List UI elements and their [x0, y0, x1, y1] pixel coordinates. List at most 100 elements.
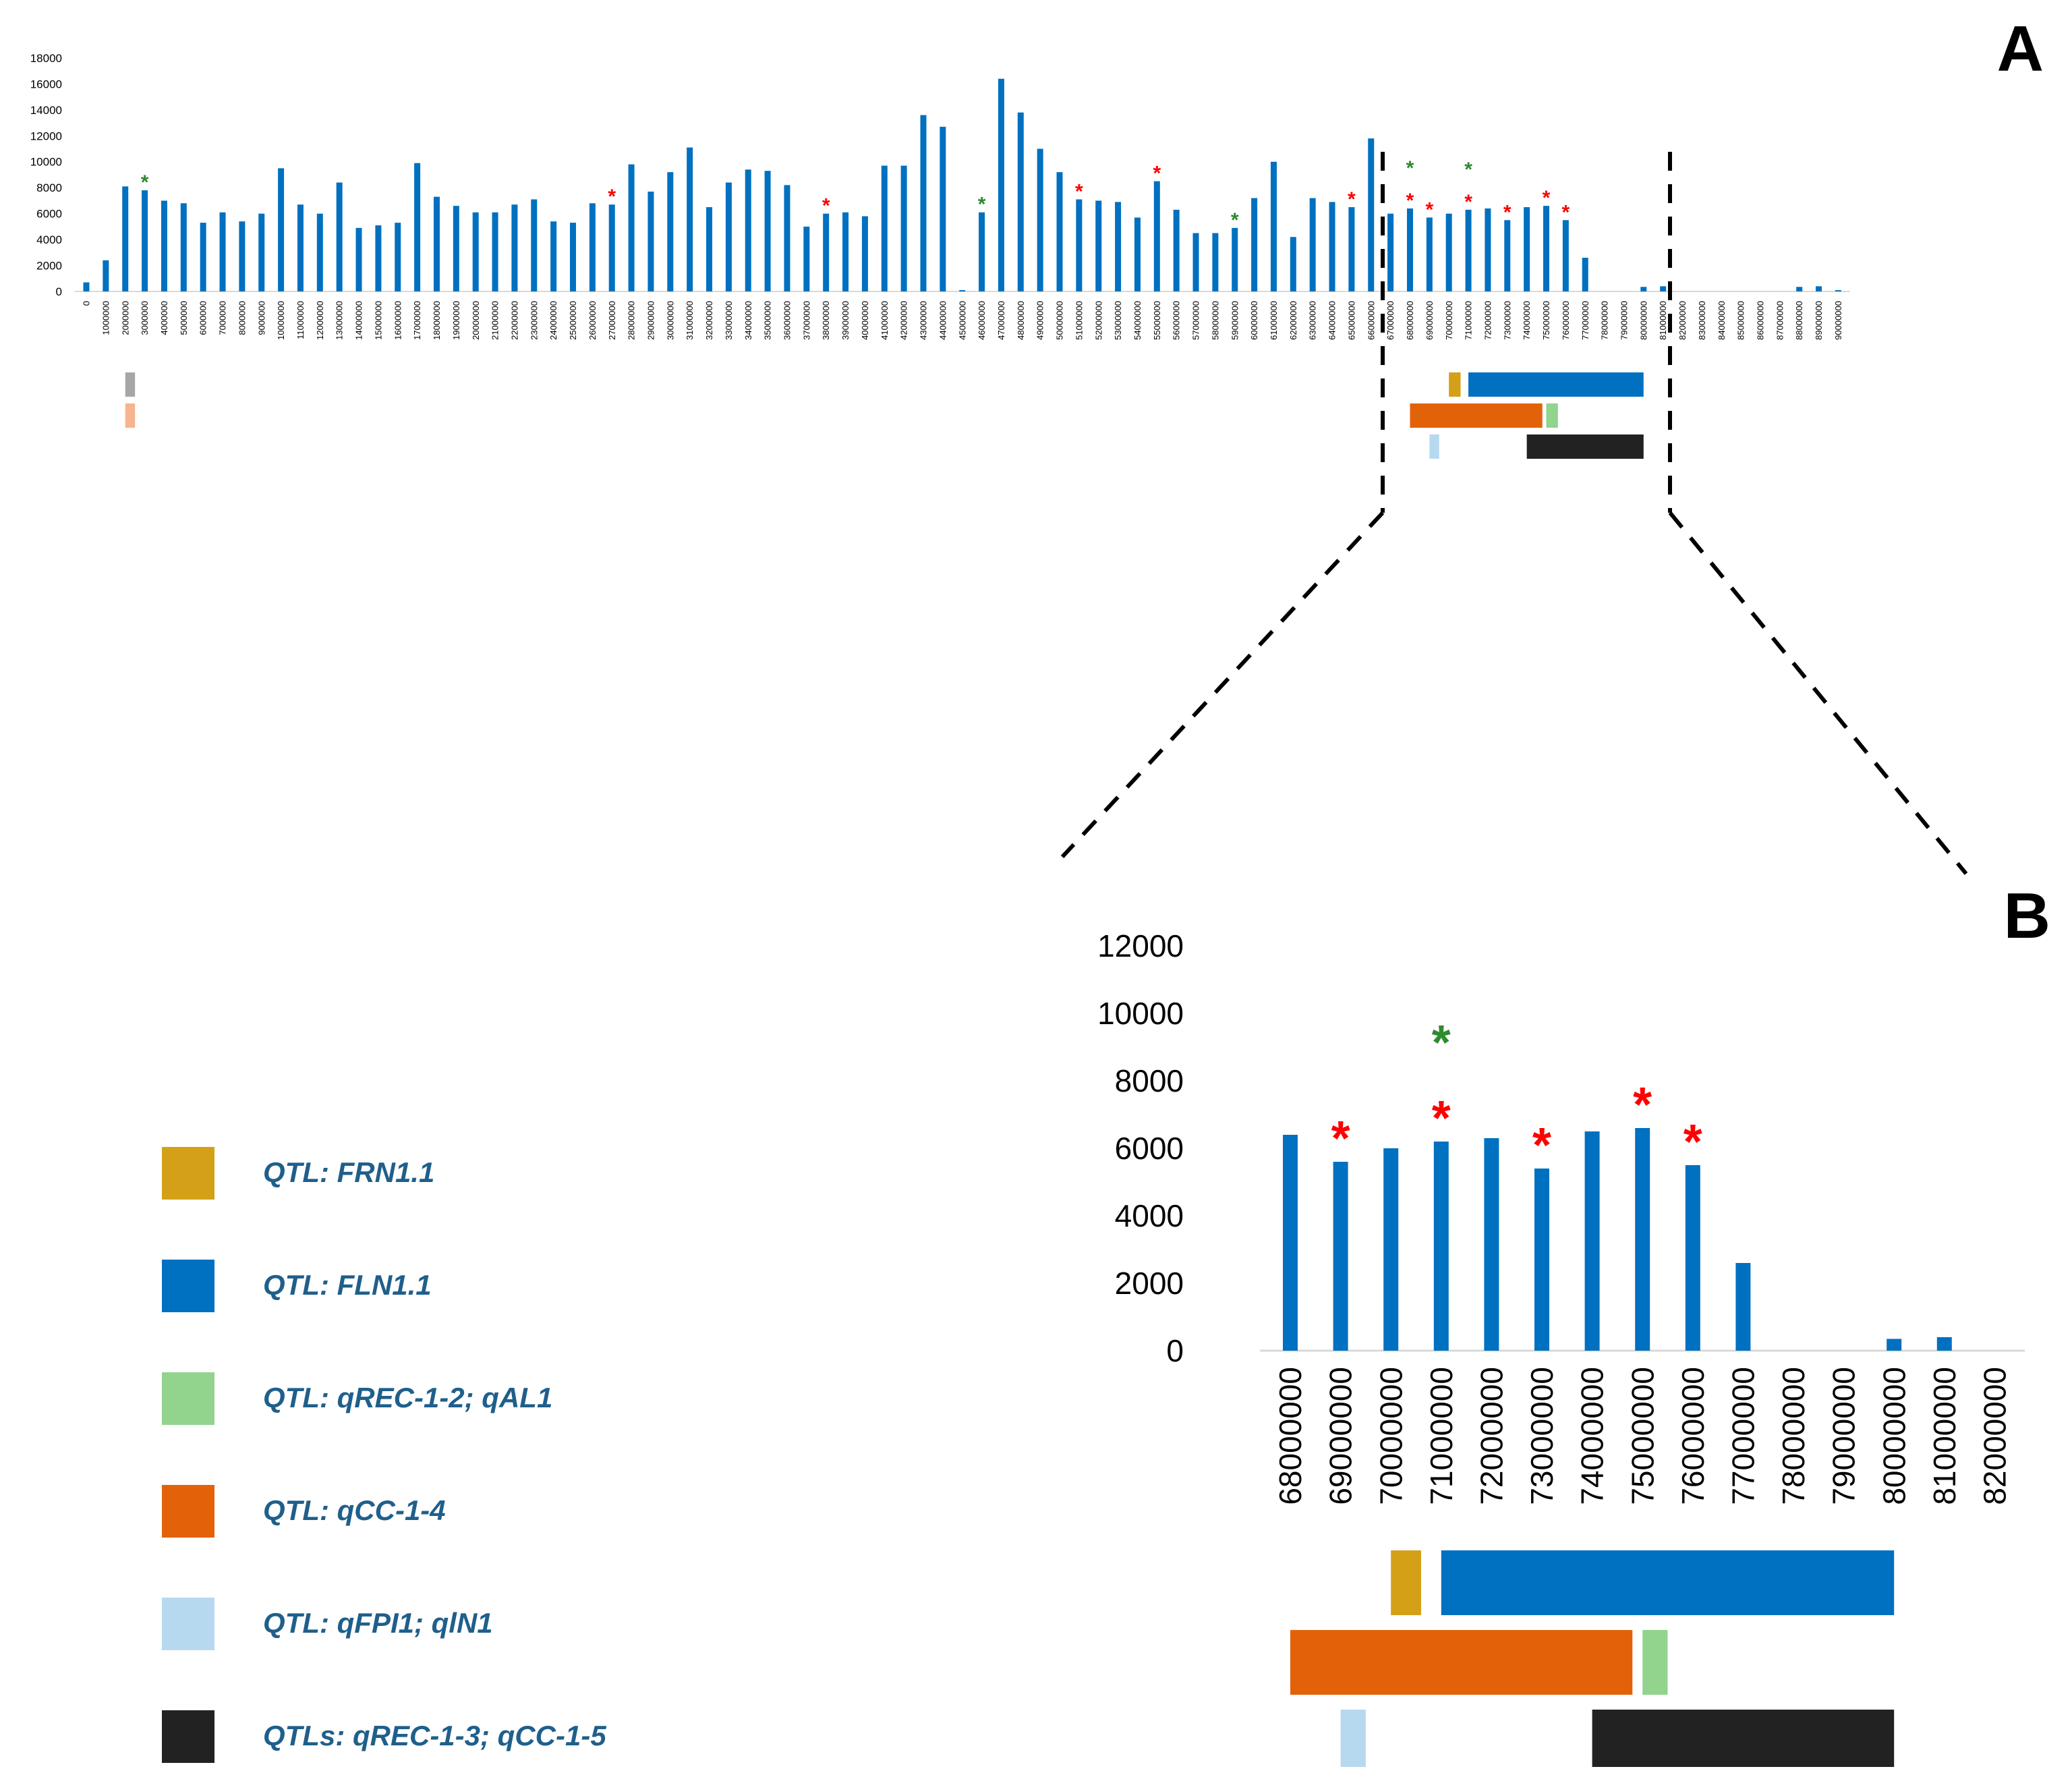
y-tick-label: 18000: [30, 52, 62, 65]
x-tick-label: 78000000: [1776, 1367, 1811, 1505]
x-tick-label: 71000000: [1424, 1367, 1459, 1505]
bar: [648, 191, 654, 291]
x-tick-label: 78000000: [1600, 301, 1610, 340]
x-tick-label: 72000000: [1483, 301, 1493, 340]
x-tick-label: 0: [82, 301, 92, 306]
bar: [1433, 1142, 1449, 1351]
significance-star-red: *: [822, 195, 830, 217]
bar: [258, 213, 265, 291]
y-tick-label: 4000: [1115, 1198, 1184, 1233]
bar: [1484, 1138, 1499, 1351]
x-tick-label: 88000000: [1794, 301, 1804, 340]
bar: [1153, 181, 1160, 291]
x-tick-label: 68000000: [1273, 1367, 1308, 1505]
x-tick-label: 6000000: [198, 301, 208, 335]
x-tick-label: 50000000: [1055, 301, 1065, 340]
legend-swatch: [162, 1372, 214, 1425]
bar: [1309, 198, 1316, 291]
x-tick-label: 55000000: [1152, 301, 1162, 340]
x-tick-label: 44000000: [938, 301, 948, 340]
bar: [1640, 287, 1647, 291]
x-tick-label: 74000000: [1575, 1367, 1610, 1505]
bar: [375, 225, 382, 291]
x-tick-label: 69000000: [1323, 1367, 1358, 1505]
bar: [200, 223, 206, 291]
bar: [1816, 286, 1822, 291]
x-tick-label: 43000000: [919, 301, 929, 340]
bar: [83, 282, 90, 291]
y-tick-label: 2000: [36, 260, 62, 273]
x-tick-label: 11000000: [295, 301, 306, 339]
x-tick-label: 73000000: [1524, 1367, 1559, 1505]
x-tick-label: 22000000: [509, 301, 519, 340]
x-tick-label: 67000000: [1385, 301, 1395, 340]
bar: [745, 169, 751, 291]
y-tick-label: 6000: [36, 208, 62, 221]
x-tick-label: 30000000: [665, 301, 675, 340]
bar: [1543, 206, 1549, 291]
bar: [803, 226, 810, 291]
x-tick-label: 23000000: [529, 301, 539, 340]
bar: [861, 216, 868, 291]
qtl-bar: [1290, 1630, 1633, 1695]
x-tick-label: 49000000: [1035, 301, 1045, 340]
legend-label: QTL: FLN1.1: [263, 1269, 432, 1301]
bar: [103, 260, 109, 291]
bar: [706, 207, 713, 291]
significance-star-red: *: [1425, 198, 1433, 221]
bar: [531, 199, 538, 291]
x-tick-label: 1000000: [100, 301, 111, 335]
x-tick-label: 40000000: [860, 301, 870, 340]
bar: [395, 223, 401, 291]
y-tick-label: 14000: [30, 104, 62, 117]
x-tick-label: 29000000: [645, 301, 656, 340]
y-tick-label: 10000: [1097, 996, 1184, 1031]
x-tick-label: 25000000: [568, 301, 578, 340]
x-tick-label: 46000000: [977, 301, 987, 340]
qtl-bar: [1642, 1630, 1668, 1695]
x-tick-label: 8000000: [237, 301, 247, 335]
bar: [355, 227, 362, 291]
x-tick-label: 82000000: [1978, 1367, 2013, 1505]
bar: [940, 126, 946, 291]
x-tick-label: 3000000: [140, 301, 150, 335]
bar: [784, 185, 790, 291]
bar: [1936, 1337, 1952, 1351]
bar: [433, 196, 440, 291]
x-tick-label: 89000000: [1814, 301, 1824, 340]
significance-star-red: *: [1153, 163, 1161, 185]
significance-star-red: *: [1562, 201, 1570, 223]
x-tick-label: 82000000: [1677, 301, 1688, 340]
x-tick-label: 31000000: [685, 301, 695, 340]
bar: [1660, 286, 1667, 291]
x-tick-label: 66000000: [1366, 301, 1376, 340]
legend-label: QTL: qFPI1; qlN1: [263, 1607, 493, 1639]
bar: [142, 190, 148, 291]
x-tick-label: 26000000: [587, 301, 598, 340]
qtl-bar: [125, 403, 136, 428]
x-tick-label: 69000000: [1424, 301, 1435, 340]
bar: [297, 204, 304, 291]
x-tick-label: 53000000: [1113, 301, 1123, 340]
bar: [589, 203, 596, 291]
legend-label: QTL: qREC-1-2; qAL1: [263, 1382, 553, 1413]
bar: [1465, 209, 1472, 291]
bar: [1333, 1162, 1348, 1351]
x-tick-label: 77000000: [1726, 1367, 1761, 1505]
bar: [842, 212, 849, 291]
qtl-bar: [1449, 372, 1461, 397]
bar: [1290, 237, 1296, 291]
bar: [823, 213, 830, 291]
y-tick-label: 10000: [30, 156, 62, 169]
x-tick-label: 74000000: [1522, 301, 1532, 340]
x-tick-label: 57000000: [1191, 301, 1201, 340]
legend-label: QTL: qCC-1-4: [263, 1494, 446, 1526]
x-tick-label: 17000000: [412, 301, 422, 340]
significance-star-red: *: [1464, 191, 1472, 213]
x-tick-label: 71000000: [1464, 301, 1474, 340]
x-tick-label: 12000000: [315, 301, 325, 340]
y-tick-label: 6000: [1115, 1131, 1184, 1166]
bar: [1192, 233, 1199, 291]
x-tick-label: 76000000: [1675, 1367, 1710, 1505]
